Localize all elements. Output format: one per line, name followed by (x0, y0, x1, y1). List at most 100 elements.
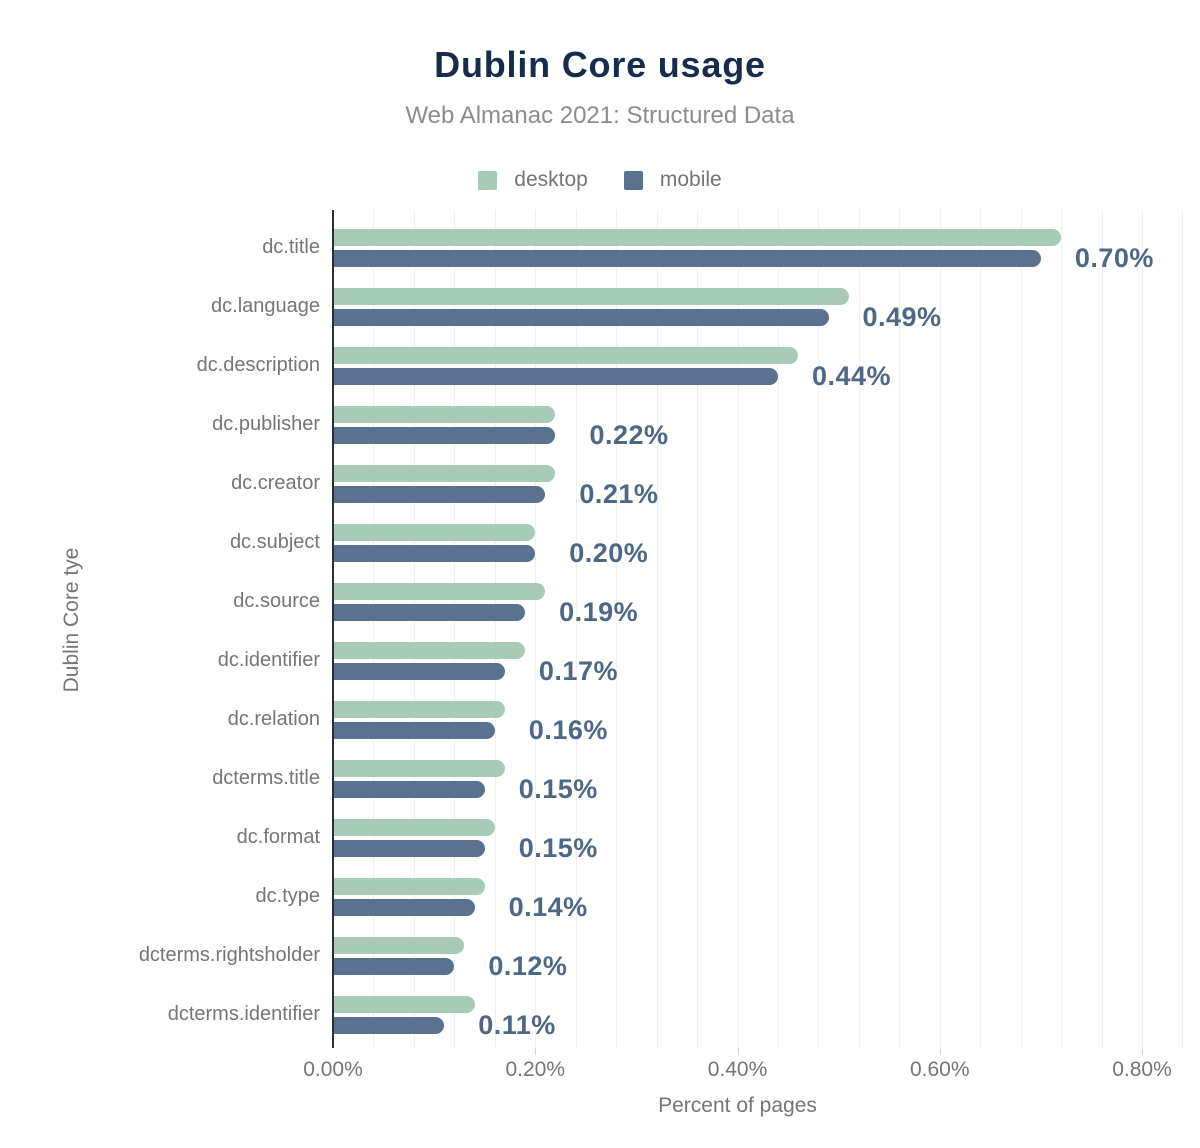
gridline (535, 210, 537, 1048)
category-label: dc.type (255, 885, 320, 907)
gridline (858, 210, 860, 1048)
bar-mobile (333, 426, 556, 444)
category-label: dc.creator (231, 472, 320, 494)
bar-mobile (333, 544, 536, 562)
category-label: dcterms.rightsholder (138, 944, 320, 966)
gridline (980, 210, 982, 1048)
category-label: dc.format (236, 826, 320, 848)
bar-desktop (333, 287, 849, 305)
category-label: dc.relation (227, 708, 320, 730)
chart-row: dc.subject 0.20% (230, 513, 1200, 572)
category-label: dc.source (233, 590, 320, 612)
value-label: 0.22% (589, 419, 669, 450)
bar-desktop (333, 995, 475, 1013)
value-label: 0.17% (538, 655, 618, 686)
gridline (575, 210, 577, 1048)
bar-desktop (333, 405, 556, 423)
value-label: 0.21% (579, 478, 659, 509)
chart-row: dc.creator 0.21% (231, 454, 1200, 513)
bar-mobile (333, 662, 505, 680)
gridline (413, 210, 415, 1048)
gridline (454, 210, 456, 1048)
bar-mobile (333, 308, 829, 326)
bar-desktop (333, 877, 485, 895)
category-label: dc.title (262, 236, 320, 258)
gridline (616, 210, 618, 1048)
x-tick-mark (737, 1048, 739, 1055)
value-label: 0.70% (1074, 242, 1154, 273)
x-tick-label: 0.40% (707, 1058, 768, 1081)
legend: desktop mobile (0, 168, 1200, 192)
category-label: dc.description (196, 354, 320, 376)
chart-row: dc.source 0.19% (233, 572, 1200, 631)
chart-row: dcterms.identifier 0.11% (168, 985, 1200, 1044)
value-label: 0.12% (488, 950, 568, 981)
gridline (373, 210, 375, 1048)
bar-desktop (333, 228, 1062, 246)
chart-row: dc.relation 0.16% (228, 690, 1200, 749)
mobile-swatch-icon (623, 170, 643, 190)
gridline (1182, 210, 1184, 1048)
gridline (1061, 210, 1063, 1048)
value-label: 0.15% (518, 832, 598, 863)
desktop-swatch-icon (478, 170, 498, 190)
bar-desktop (333, 936, 465, 954)
x-tick-mark (535, 1048, 537, 1055)
gridline (777, 210, 779, 1048)
x-tick-mark (939, 1048, 941, 1055)
gridline (899, 210, 901, 1048)
value-label: 0.49% (862, 301, 942, 332)
category-label: dc.language (211, 295, 320, 317)
gridline (656, 210, 658, 1048)
chart-row: dc.identifier 0.17% (218, 631, 1200, 690)
gridline (494, 210, 496, 1048)
bar-mobile (333, 957, 455, 975)
gridline (818, 210, 820, 1048)
bar-desktop (333, 641, 526, 659)
bar-mobile (333, 780, 485, 798)
chart-row: dcterms.title 0.15% (212, 749, 1200, 808)
bar-mobile (333, 1016, 445, 1034)
plot-area: dc.title 0.70% dc.language 0.49% dc.descript… (139, 210, 1200, 1081)
chart-row: dc.type 0.14% (256, 867, 1200, 926)
chart-row: dc.description 0.44% (197, 336, 1200, 395)
category-label: dcterms.identifier (167, 1003, 320, 1025)
category-label: dc.subject (229, 531, 320, 553)
legend-label-mobile: mobile (659, 168, 722, 191)
chart-row: dc.title 0.70% (262, 218, 1200, 277)
plot-rows: dc.title 0.70% dc.language 0.49% dc.descript… (139, 218, 1200, 1044)
x-tick-label: 0.20% (505, 1058, 566, 1081)
value-label: 0.14% (508, 891, 588, 922)
bar-desktop (333, 818, 495, 836)
bar-mobile (333, 367, 778, 385)
y-axis-title: Dublin Core tye (60, 547, 83, 693)
bar-mobile (333, 898, 475, 916)
y-axis-line (332, 210, 334, 1048)
category-label: dcterms.title (212, 767, 320, 789)
chart-row: dc.language 0.49% (211, 277, 1200, 336)
x-tick-label: 0.80% (1112, 1058, 1172, 1081)
value-label: 0.15% (518, 773, 598, 804)
legend-label-desktop: desktop (514, 168, 588, 191)
value-label: 0.19% (559, 596, 639, 627)
bar-mobile (333, 839, 485, 857)
gridline (1142, 210, 1143, 1048)
gridline (737, 210, 739, 1048)
x-axis-title: Percent of pages (658, 1094, 817, 1117)
bar-desktop (333, 464, 556, 482)
chart-subtitle: Web Almanac 2021: Structured Data (405, 102, 795, 129)
legend-item-mobile: mobile (623, 168, 722, 192)
chart-row: dc.publisher 0.22% (212, 395, 1200, 454)
value-label: 0.20% (569, 537, 649, 568)
x-tick-label: 0.00% (303, 1058, 363, 1081)
value-label: 0.16% (528, 714, 608, 745)
value-label: 0.11% (478, 1009, 556, 1040)
gridline (697, 210, 699, 1048)
bar-desktop (333, 582, 546, 600)
bar-desktop (333, 523, 536, 541)
bar-desktop (333, 700, 505, 718)
category-label: dc.identifier (217, 649, 320, 671)
chart-row: dc.format 0.15% (237, 808, 1200, 867)
gridline (1101, 210, 1103, 1048)
